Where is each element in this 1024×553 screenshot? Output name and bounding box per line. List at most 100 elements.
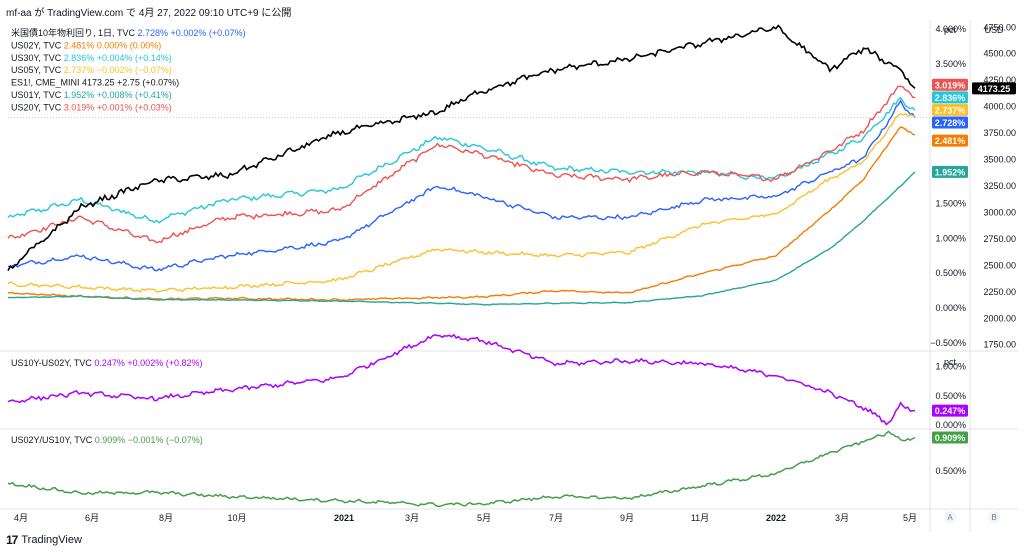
- x-tick-label: 4月: [14, 513, 28, 523]
- x-tick-label: 2021: [334, 513, 354, 523]
- spread-tick-label: 0.000%: [935, 420, 966, 430]
- x-tick-label: 11月: [691, 513, 709, 523]
- auto-scale-label: A: [947, 513, 953, 522]
- spread-last-value-text: 0.247%: [935, 406, 966, 416]
- right-tick-label: 1750.00: [983, 340, 1016, 350]
- right-tick-label: 3500.00: [983, 155, 1016, 165]
- log-scale-button[interactable]: [988, 511, 1000, 523]
- right-tick-label: 3250.00: [983, 181, 1016, 191]
- series-line-es1: [7, 24, 916, 271]
- legend-value: 2.481% 0.000% (0.00%): [64, 40, 162, 50]
- left-tick-label: −0.500%: [930, 338, 966, 348]
- legend-name: US01Y, TVC: [11, 90, 64, 100]
- last-value-tag: [932, 91, 968, 104]
- auto-scale-button[interactable]: [944, 511, 956, 523]
- last-value-tag: [972, 82, 1016, 95]
- legend-entry[interactable]: 米国債10年物利回り, 1日, TVC 2.728% +0.002% (+0.0…: [11, 27, 246, 38]
- x-tick-label: 3月: [835, 513, 849, 523]
- x-tick-label: 7月: [549, 513, 563, 523]
- left-axis-unit: pct: [944, 25, 957, 35]
- last-value-tag-text: 2.737%: [935, 105, 966, 115]
- series-line-us01y: [7, 171, 916, 306]
- series-line-us20y: [7, 85, 916, 244]
- last-value-tag-text: 4173.25: [978, 84, 1011, 94]
- spread-axis-unit: pct: [944, 357, 957, 367]
- left-tick-label: 4.000%: [935, 24, 966, 34]
- x-tick-label: 5月: [477, 513, 491, 523]
- legend-value: 0.909% −0.001% (−0.07%): [95, 435, 203, 445]
- legend-name: 米国債10年物利回り, 1日, TVC: [11, 27, 138, 38]
- legend-entry[interactable]: US20Y, TVC 3.019% +0.001% (+0.03%): [11, 102, 172, 112]
- x-tick-label: 6月: [85, 513, 99, 523]
- last-value-tag: [932, 116, 968, 129]
- ratio-last-value-tag: [932, 431, 968, 444]
- last-value-tag-text: 1.952%: [935, 167, 966, 177]
- right-tick-label: 4500.00: [983, 49, 1016, 59]
- plot-background: [0, 20, 1024, 532]
- series-line-us05y: [7, 112, 916, 293]
- right-tick-label: 4250.00: [983, 75, 1016, 85]
- legend-value: 3.019% +0.001% (+0.03%): [64, 102, 172, 112]
- series-line-us30y: [7, 96, 916, 224]
- last-value-tag-text: 2.836%: [935, 93, 966, 103]
- legend-entry[interactable]: US30Y, TVC 2.836% +0.004% (+0.14%): [11, 53, 172, 63]
- right-tick-label: 4750.00: [983, 22, 1016, 32]
- right-tick-label: 2250.00: [983, 287, 1016, 297]
- legend-value: 2.836% +0.004% (+0.14%): [64, 53, 172, 63]
- legend-entry[interactable]: US05Y, TVC 2.737% −0.002% (−0.07%): [11, 65, 172, 75]
- right-tick-label: 2000.00: [983, 313, 1016, 323]
- left-tick-label: 1.000%: [935, 233, 966, 243]
- legend-name: US02Y/US10Y, TVC: [11, 435, 95, 445]
- ratio-legend[interactable]: US02Y/US10Y, TVC 0.909% −0.001% (−0.07%): [11, 435, 203, 445]
- right-tick-label: 3000.00: [983, 207, 1016, 217]
- legend-entry[interactable]: US01Y, TVC 1.952% +0.008% (+0.41%): [11, 90, 172, 100]
- legend-value: 2.737% −0.002% (−0.07%): [64, 65, 172, 75]
- left-tick-label: 0.500%: [935, 268, 966, 278]
- last-value-tag: [932, 78, 968, 91]
- legend-name: US20Y, TVC: [11, 102, 64, 112]
- last-value-tag-text: 3.019%: [935, 80, 966, 90]
- last-value-tag: [932, 103, 968, 116]
- spread-tick-label: 0.500%: [935, 391, 966, 401]
- left-tick-label: 0.000%: [935, 303, 966, 313]
- legend-value: 1.952% +0.008% (+0.41%): [64, 90, 172, 100]
- right-tick-label: 2500.00: [983, 260, 1016, 270]
- last-value-tag-text: 2.481%: [935, 136, 966, 146]
- legend-value: 0.247% +0.002% (+0.82%): [94, 358, 202, 368]
- legend-value: 2.728% +0.002% (+0.07%): [138, 28, 246, 38]
- legend-name: US05Y, TVC: [11, 65, 64, 75]
- x-tick-label: 3月: [405, 513, 419, 523]
- spread-tick-label: 1.000%: [935, 362, 966, 372]
- legend-entry[interactable]: ES1!, CME_MINI 4173.25 +2.75 (+0.07%): [11, 78, 179, 88]
- footer-brand: TradingView: [21, 534, 82, 546]
- last-value-tag: [932, 165, 968, 178]
- right-axis-unit: USD: [984, 25, 1004, 35]
- legend-name: ES1!, CME_MINI: [11, 78, 82, 88]
- legend-value: 4173.25 +2.75 (+0.07%): [82, 78, 179, 88]
- right-tick-label: 4000.00: [983, 102, 1016, 112]
- x-tick-label: 9月: [620, 513, 634, 523]
- spread-legend[interactable]: US10Y-US02Y, TVC 0.247% +0.002% (+0.82%): [11, 358, 202, 368]
- log-scale-label: B: [991, 513, 996, 522]
- left-tick-label: 1.500%: [935, 198, 966, 208]
- ratio-last-value-text: 0.909%: [935, 433, 966, 443]
- right-tick-label: 3750.00: [983, 128, 1016, 138]
- series-line-us10y-us02y: [7, 333, 916, 426]
- legend-name: US02Y, TVC: [11, 40, 64, 50]
- spread-last-value-tag: [932, 404, 968, 417]
- last-value-tag-text: 2.728%: [935, 118, 966, 128]
- x-tick-label: 2022: [766, 513, 786, 523]
- x-tick-label: 8月: [159, 513, 173, 523]
- series-line-us02y: [8, 126, 916, 302]
- legend-name: US30Y, TVC: [11, 53, 64, 63]
- legend-name: US10Y-US02Y, TVC: [11, 358, 94, 368]
- tradingview-logo-icon: 17: [6, 533, 18, 547]
- legend-entry[interactable]: US02Y, TVC 2.481% 0.000% (0.00%): [11, 40, 161, 50]
- ratio-tick-label: 0.500%: [935, 466, 966, 476]
- x-tick-label: 5月: [903, 513, 917, 523]
- footer: 17 TradingView: [6, 533, 82, 547]
- series-line-us02y-us10y: [7, 430, 916, 508]
- series-line-us10y: [7, 99, 916, 272]
- last-value-tag: [932, 134, 968, 147]
